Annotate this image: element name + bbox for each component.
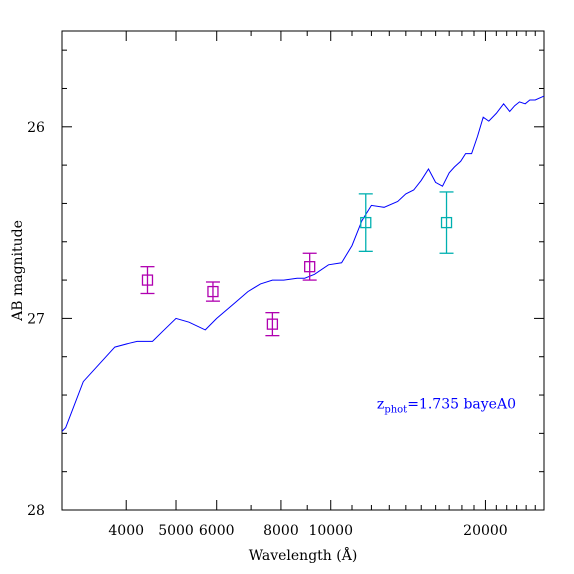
- photo-z-annotation: zphot=1.735 bayeA0: [377, 396, 516, 415]
- y-axis-title: AB magnitude: [10, 220, 26, 322]
- y-tick-label: 28: [27, 503, 45, 519]
- x-tick-label: 4000: [108, 523, 144, 539]
- annotation-z: z: [377, 396, 384, 412]
- x-tick-label: 20000: [463, 523, 508, 539]
- photometry-point: [266, 318, 279, 330]
- annotation-subscript: phot: [384, 404, 407, 415]
- plot-area: [61, 95, 545, 432]
- x-tick-label: 5000: [158, 523, 194, 539]
- x-axis: 4000 5000 6000 8000 10000 20000: [61, 31, 545, 539]
- photometry-point: [141, 274, 154, 286]
- photometry-point: [440, 216, 453, 229]
- annotation-value: =1.735 bayeA0: [407, 396, 516, 412]
- y-axis: 26 27 28: [27, 49, 544, 519]
- plot-frame: [61, 30, 545, 511]
- photometry-point: [207, 285, 219, 298]
- x-tick-label: 10000: [308, 523, 353, 539]
- photometry-point: [304, 261, 316, 273]
- y-tick-label: 27: [27, 311, 45, 327]
- template-spectrum-line: [61, 95, 545, 432]
- photometry-point: [360, 216, 372, 229]
- x-tick-label: 6000: [199, 523, 235, 539]
- y-tick-label: 26: [27, 120, 45, 136]
- x-tick-label: 8000: [263, 523, 299, 539]
- x-axis-title: Wavelength (Å): [249, 546, 358, 564]
